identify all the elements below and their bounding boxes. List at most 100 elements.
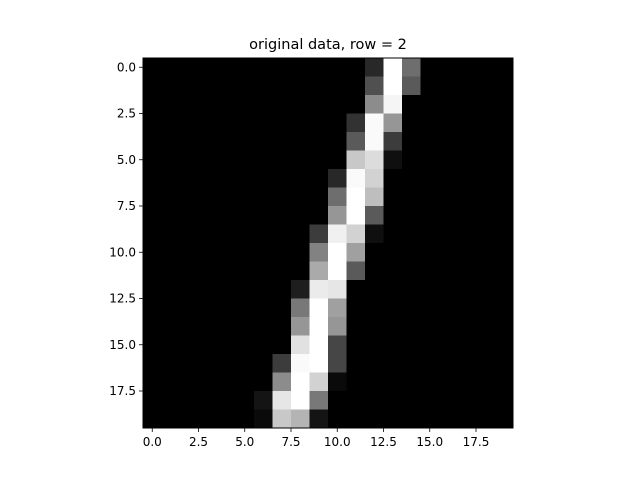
heatmap-cell xyxy=(143,224,162,244)
heatmap-cell xyxy=(383,113,403,133)
heatmap-cell xyxy=(383,261,403,281)
heatmap-cell xyxy=(272,206,292,225)
heatmap-cell xyxy=(457,224,477,244)
heatmap-cell xyxy=(291,58,310,77)
heatmap-cell xyxy=(198,409,218,429)
heatmap-cell xyxy=(254,206,273,225)
heatmap-cell xyxy=(198,335,218,355)
heatmap-cell xyxy=(254,391,273,410)
heatmap-cell xyxy=(420,95,440,114)
heatmap-cell xyxy=(235,113,255,133)
heatmap-cell xyxy=(198,391,218,410)
x-tick-label: 0.0 xyxy=(143,435,162,449)
heatmap-cell xyxy=(383,243,403,262)
plot-frame xyxy=(142,57,514,429)
heatmap-cell xyxy=(198,169,218,188)
heatmap-cell xyxy=(198,113,218,133)
heatmap-cell xyxy=(457,354,477,373)
heatmap-cell xyxy=(180,243,199,262)
heatmap-cell xyxy=(476,58,495,77)
heatmap-cell xyxy=(457,58,477,77)
heatmap-cell xyxy=(235,372,255,392)
heatmap-cell xyxy=(180,391,199,410)
heatmap-cell xyxy=(365,187,384,207)
heatmap-cell xyxy=(161,113,181,133)
heatmap-cell xyxy=(309,317,329,336)
heatmap-cell xyxy=(420,280,440,299)
heatmap-cell xyxy=(402,372,421,392)
heatmap-cell xyxy=(328,409,347,429)
heatmap-cell xyxy=(402,76,421,96)
heatmap-cell xyxy=(235,261,255,281)
heatmap-cell xyxy=(420,243,440,262)
heatmap-cell xyxy=(420,76,440,96)
heatmap-cell xyxy=(161,391,181,410)
heatmap-cell xyxy=(494,132,514,151)
heatmap-cell xyxy=(328,95,347,114)
heatmap-cell xyxy=(291,169,310,188)
heatmap-cell xyxy=(309,206,329,225)
heatmap-cell xyxy=(457,372,477,392)
heatmap-cell xyxy=(254,187,273,207)
heatmap-cell xyxy=(346,317,366,336)
heatmap-cell xyxy=(180,58,199,77)
heatmap-cell xyxy=(365,206,384,225)
heatmap-cell xyxy=(476,298,495,318)
y-tick-label: 7.5 xyxy=(117,199,136,213)
heatmap-cell xyxy=(180,113,199,133)
heatmap-cell xyxy=(420,132,440,151)
heatmap-cell xyxy=(402,113,421,133)
heatmap-cell xyxy=(383,150,403,170)
heatmap-cell xyxy=(180,261,199,281)
heatmap-cell xyxy=(198,95,218,114)
heatmap-cell xyxy=(254,280,273,299)
heatmap-cell xyxy=(402,335,421,355)
y-tick-label: 2.5 xyxy=(117,107,136,121)
heatmap-cell xyxy=(457,206,477,225)
heatmap-cell xyxy=(309,187,329,207)
heatmap-cell xyxy=(291,150,310,170)
heatmap-cell xyxy=(309,391,329,410)
heatmap-cell xyxy=(439,113,458,133)
heatmap-cell xyxy=(420,317,440,336)
heatmap-cell xyxy=(272,95,292,114)
heatmap-cell xyxy=(420,354,440,373)
heatmap-cell xyxy=(476,261,495,281)
heatmap-cell xyxy=(346,113,366,133)
heatmap-cell xyxy=(383,335,403,355)
heatmap-cell xyxy=(420,224,440,244)
heatmap-cell xyxy=(383,76,403,96)
heatmap-cell xyxy=(254,58,273,77)
heatmap-cell xyxy=(383,206,403,225)
heatmap-cell xyxy=(365,243,384,262)
heatmap-cell xyxy=(402,132,421,151)
heatmap-cell xyxy=(420,113,440,133)
heatmap-cell xyxy=(217,335,236,355)
heatmap-cell xyxy=(457,187,477,207)
heatmap-cell xyxy=(235,132,255,151)
heatmap-cell xyxy=(254,224,273,244)
heatmap-cell xyxy=(420,187,440,207)
heatmap-cell xyxy=(476,113,495,133)
heatmap-cell xyxy=(346,280,366,299)
heatmap-cell xyxy=(439,206,458,225)
heatmap-cell xyxy=(439,76,458,96)
heatmap-cell xyxy=(476,391,495,410)
heatmap-cell xyxy=(439,95,458,114)
heatmap-cell xyxy=(457,150,477,170)
heatmap-cell xyxy=(161,298,181,318)
heatmap-cell xyxy=(272,409,292,429)
heatmap-cell xyxy=(254,150,273,170)
heatmap-cell xyxy=(309,58,329,77)
heatmap-cell xyxy=(476,187,495,207)
heatmap-cell xyxy=(180,76,199,96)
heatmap-cell xyxy=(439,280,458,299)
heatmap-cell xyxy=(272,317,292,336)
heatmap-cell xyxy=(328,76,347,96)
x-tick-label: 10.0 xyxy=(324,435,351,449)
heatmap-cell xyxy=(217,150,236,170)
heatmap-cell xyxy=(180,206,199,225)
heatmap-cell xyxy=(328,317,347,336)
heatmap-cell xyxy=(476,243,495,262)
heatmap-cell xyxy=(309,280,329,299)
